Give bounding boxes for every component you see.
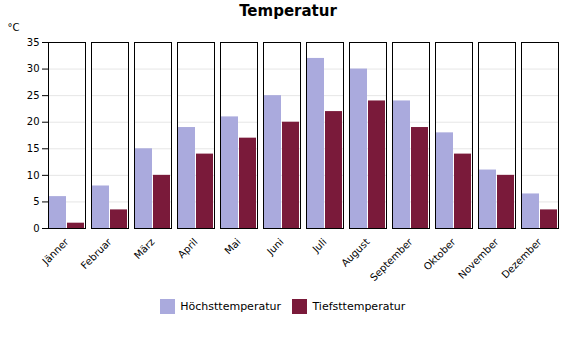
svg-text:Dezember: Dezember [499,236,544,281]
svg-text:35: 35 [27,37,40,48]
svg-text:°C: °C [8,22,20,33]
svg-text:0: 0 [33,223,39,234]
svg-text:5: 5 [33,196,39,207]
svg-text:Mai: Mai [222,236,242,256]
svg-text:Oktober: Oktober [421,236,458,273]
svg-text:20: 20 [27,116,40,127]
svg-text:15: 15 [27,143,40,154]
svg-text:Juni: Juni [264,236,286,258]
svg-text:August: August [339,236,372,269]
svg-text:Juli: Juli [310,236,329,255]
svg-text:Februar: Februar [79,236,115,272]
svg-text:25: 25 [27,90,40,101]
svg-text:10: 10 [27,170,40,181]
svg-text:Jänner: Jänner [40,236,72,268]
svg-text:September: September [368,236,415,283]
html-text:Temperatur: Temperatur [239,2,337,20]
svg-text:30: 30 [27,63,40,74]
html-text:Tiefsttemperatur: Tiefsttemperatur [312,300,406,313]
html-text:Höchsttemperatur: Höchsttemperatur [180,300,281,313]
svg-text:März: März [132,236,157,261]
svg-text:November: November [456,236,501,281]
svg-text:April: April [176,236,200,260]
